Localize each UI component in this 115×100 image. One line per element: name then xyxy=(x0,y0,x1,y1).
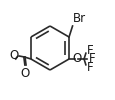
Text: F: F xyxy=(86,61,92,74)
Text: O: O xyxy=(71,52,80,66)
Text: Br: Br xyxy=(72,12,85,25)
Text: O: O xyxy=(21,67,30,80)
Text: O: O xyxy=(9,49,18,62)
Text: F: F xyxy=(86,44,92,57)
Text: F: F xyxy=(88,52,94,66)
